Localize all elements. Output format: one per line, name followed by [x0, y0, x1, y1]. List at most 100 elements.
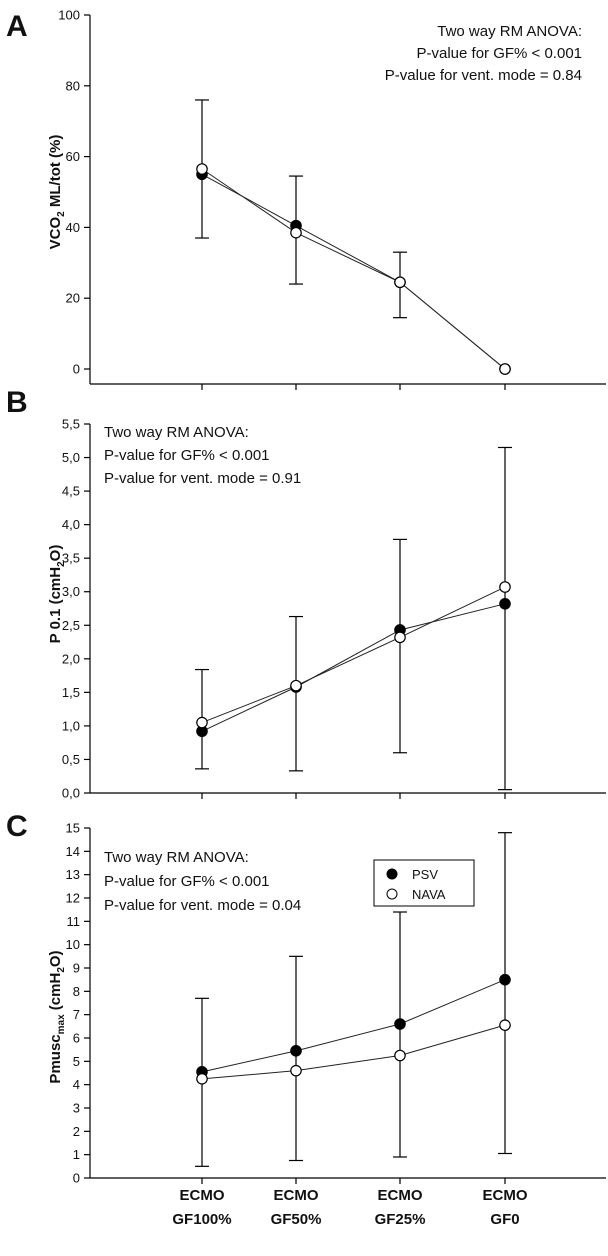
- annotation: Two way RM ANOVA: P-value for GF% < 0.00…: [385, 23, 582, 84]
- x-axis-category-labels: ECMO GF100% ECMO GF50% ECMO GF25% ECMO G…: [172, 1187, 527, 1228]
- y-tick-label: 40: [66, 220, 80, 235]
- y-tick-label: 11: [67, 914, 81, 929]
- y-ticks: 0 20 40 60 80 100: [58, 8, 90, 377]
- axes: [89, 828, 606, 1184]
- y-axis-label: VCO2 ML/tot (%): [47, 135, 67, 250]
- y-tick-label: 9: [73, 961, 80, 976]
- y-tick-label: 6: [73, 1031, 80, 1046]
- y-tick-label: 5: [73, 1054, 80, 1069]
- x-category-line2: GF25%: [375, 1211, 426, 1228]
- series-line-psv: [201, 603, 506, 732]
- legend-marker-nava: [386, 888, 398, 900]
- y-axis-label: P 0.1 (cmH2O): [47, 545, 67, 644]
- point-nava: [394, 1049, 406, 1062]
- legend-label-psv: PSV: [412, 867, 438, 882]
- y-ticks: 0,0 0,5 1,0 1,5 2,0 2,5 3,0 3,5 4,0 4,5 5,0 5,5: [62, 417, 90, 801]
- data-points: [196, 163, 511, 375]
- legend: PSV NAVA: [373, 859, 475, 907]
- annotation-line-1: Two way RM ANOVA:: [104, 424, 249, 441]
- y-tick-label: 4,5: [62, 484, 80, 499]
- axes: [89, 15, 606, 390]
- point-psv: [394, 1018, 406, 1030]
- point-nava: [499, 581, 511, 593]
- data-points: [196, 581, 511, 738]
- point-nava: [499, 363, 511, 375]
- point-nava: [394, 631, 406, 644]
- y-tick-label: 3,0: [62, 584, 80, 599]
- annotation: Two way RM ANOVA: P-value for GF% < 0.00…: [104, 424, 301, 487]
- y-tick-label: 12: [66, 891, 80, 906]
- point-psv: [290, 1045, 302, 1057]
- data-points: [196, 973, 511, 1085]
- series-line-nava: [201, 1024, 506, 1080]
- error-bars: [195, 446, 512, 791]
- x-category-line1: ECMO: [378, 1187, 423, 1204]
- y-tick-label: 5,0: [62, 450, 80, 465]
- annotation-line-2: P-value for GF% < 0.001: [104, 873, 270, 890]
- x-category-line1: ECMO: [180, 1187, 225, 1204]
- y-tick-label: 2,0: [62, 651, 80, 666]
- y-tick-label: 4: [73, 1077, 80, 1092]
- legend-label-nava: NAVA: [412, 887, 446, 902]
- y-axis-label: Pmuscmax (cmH2O): [47, 950, 67, 1083]
- y-tick-label: 10: [66, 937, 80, 952]
- point-nava: [196, 716, 208, 729]
- y-tick-label: 5,5: [62, 417, 80, 432]
- legend-marker-psv: [386, 868, 398, 880]
- panel-label: C: [6, 810, 28, 843]
- annotation-line-3: P-value for vent. mode = 0.91: [104, 470, 301, 487]
- point-psv: [499, 598, 511, 610]
- y-tick-label: 4,0: [62, 517, 80, 532]
- annotation-line-1: Two way RM ANOVA:: [437, 23, 582, 40]
- axes: [89, 424, 606, 799]
- x-category-line1: ECMO: [483, 1187, 528, 1204]
- x-category-line2: GF100%: [172, 1211, 231, 1228]
- point-nava: [196, 163, 208, 175]
- legend-box: [373, 859, 475, 907]
- point-nava: [394, 276, 406, 289]
- y-tick-label: 1,0: [62, 718, 80, 733]
- y-tick-label: 20: [66, 291, 80, 306]
- annotation-line-3: P-value for vent. mode = 0.04: [104, 897, 301, 914]
- series-lines: [201, 979, 506, 1080]
- panel-c: C Pmuscmax (cmH2O) 012345678910111213141…: [6, 810, 606, 1186]
- series-line-psv: [201, 979, 506, 1073]
- y-tick-label: 0,0: [62, 786, 80, 801]
- y-tick-label: 7: [73, 1007, 80, 1022]
- point-nava: [290, 1064, 302, 1077]
- series-line-nava: [201, 168, 506, 370]
- panel-b: B P 0.1 (cmH2O) 0,0 0,5 1,0 1,5 2,0 2,5 3,0 3,5…: [6, 386, 606, 801]
- panel-label: A: [6, 10, 28, 43]
- y-tick-label: 80: [66, 78, 80, 93]
- y-tick-label: 1: [73, 1147, 80, 1162]
- point-nava: [290, 679, 302, 692]
- y-tick-label: 15: [66, 821, 80, 836]
- point-nava: [499, 1019, 511, 1031]
- x-category-line1: ECMO: [274, 1187, 319, 1204]
- point-nava: [290, 226, 302, 239]
- y-tick-label: 14: [66, 844, 80, 859]
- y-tick-label: 2: [73, 1124, 80, 1139]
- point-psv: [499, 973, 511, 986]
- series-line-nava: [201, 586, 506, 724]
- annotation-line-1: Two way RM ANOVA:: [104, 849, 249, 866]
- series-line-psv: [201, 173, 506, 370]
- y-tick-label: 0: [73, 362, 80, 377]
- y-tick-label: 0,5: [62, 752, 80, 767]
- x-category-line2: GF50%: [271, 1211, 322, 1228]
- y-tick-label: 3,5: [62, 551, 80, 566]
- y-tick-label: 3: [73, 1101, 80, 1116]
- panel-a: A VCO2 ML/tot (%) 0 20 40 60 80 100 Two way R…: [6, 8, 606, 390]
- y-tick-label: 100: [58, 8, 80, 23]
- annotation-line-2: P-value for GF% < 0.001: [417, 45, 583, 62]
- point-nava: [196, 1073, 208, 1085]
- y-tick-label: 2,5: [62, 618, 80, 633]
- y-tick-label: 0: [73, 1171, 80, 1186]
- y-tick-label: 8: [73, 984, 80, 999]
- y-tick-label: 13: [66, 867, 80, 882]
- annotation-line-2: P-value for GF% < 0.001: [104, 447, 270, 464]
- x-category-line2: GF0: [490, 1211, 519, 1228]
- y-tick-label: 1,5: [62, 685, 80, 700]
